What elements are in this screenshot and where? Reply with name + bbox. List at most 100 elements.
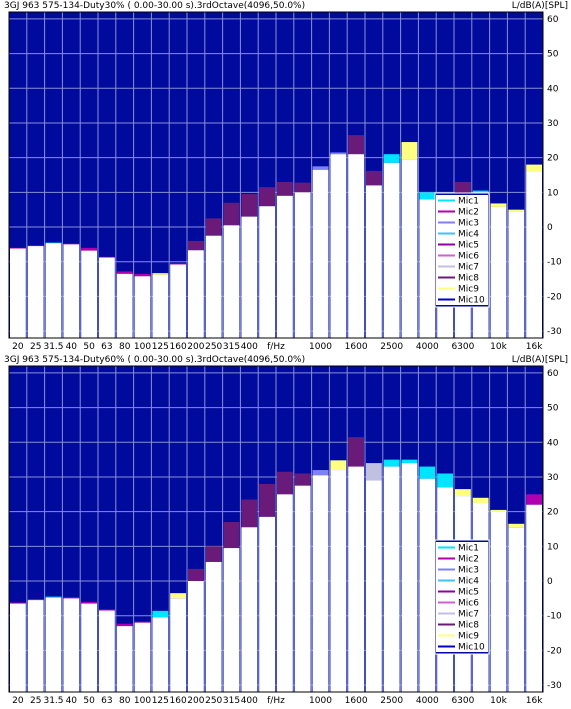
bar [330, 154, 347, 338]
bar [99, 257, 115, 338]
bar-mic-spread [205, 546, 222, 562]
x-tick-label: 315 [223, 696, 240, 706]
bar-mic-spread [348, 437, 364, 467]
bar [348, 466, 364, 692]
x-tick-label: 400 [241, 342, 258, 352]
bar [526, 171, 542, 338]
x-tick-label: 1600 [345, 696, 368, 706]
x-tick-label: 20 [12, 342, 24, 352]
bar-mic-spread [366, 463, 382, 481]
legend-row-bg [436, 272, 488, 283]
y-axis-label: L/dB(A)[SPL] [511, 1, 568, 11]
y-tick-label: 10 [547, 188, 559, 198]
bar-mic-spread [99, 256, 115, 258]
bar-mic-spread [27, 245, 44, 247]
bar [312, 169, 329, 338]
bar [10, 248, 26, 338]
x-tick-label: 16k [526, 342, 543, 352]
legend-row-bg [436, 228, 488, 239]
bar [27, 600, 44, 692]
x-tick-label: 125 [152, 342, 169, 352]
legend-row-bg [436, 553, 488, 564]
bar-mic-spread [116, 623, 133, 627]
x-tick-label: f/Hz [267, 342, 285, 352]
y-tick-label: 10 [547, 542, 559, 552]
x-tick-label: 6300 [451, 696, 474, 706]
legend-row-bg [436, 283, 488, 294]
bar [401, 159, 418, 338]
legend-row-bg [436, 206, 488, 217]
bar [383, 466, 400, 692]
bar [152, 617, 169, 692]
bar-mic-spread [10, 247, 26, 249]
bar [116, 273, 133, 338]
legend-label: Mic4 [458, 230, 479, 240]
chart-title: 3GJ 963 575-134-Duty30% ( 0.00-30.00 s).… [4, 1, 306, 11]
bar-mic-spread [383, 154, 400, 163]
legend-label: Mic8 [458, 274, 479, 284]
plot-frame [8, 11, 544, 339]
bar-mic-spread [277, 471, 293, 495]
bar-mic-spread [508, 523, 525, 528]
bar-mic-spread [170, 593, 186, 599]
x-tick-label: 100 [134, 696, 151, 706]
bar-mic-spread [223, 202, 240, 226]
legend-row-bg [436, 641, 488, 652]
legend-row-bg [436, 239, 488, 250]
bar-mic-spread [223, 522, 240, 549]
y-tick-label: -10 [547, 258, 562, 268]
legend-row-bg [436, 294, 488, 305]
y-tick-label: 50 [547, 50, 559, 60]
bar-mic-spread [241, 499, 258, 528]
bar [241, 216, 258, 338]
bar [10, 603, 26, 692]
x-tick-label: 160 [170, 696, 187, 706]
bar [419, 199, 436, 338]
bar [366, 480, 382, 692]
y-tick-label: 60 [547, 369, 559, 379]
x-tick-label: 315 [223, 342, 240, 352]
y-tick-label: -20 [547, 646, 562, 656]
bar [508, 527, 525, 692]
legend-row-bg [436, 542, 488, 553]
bar-mic-spread [472, 497, 489, 503]
x-tick-label: 6300 [451, 342, 474, 352]
bar-mic-spread [259, 483, 275, 517]
y-tick-label: 60 [547, 15, 559, 25]
bar-mic-spread [205, 218, 222, 236]
legend-row-bg [436, 261, 488, 272]
bar-mic-spread [241, 194, 258, 217]
y-tick-label: 30 [547, 119, 559, 129]
x-tick-label: 31.5 [43, 342, 63, 352]
legend-label: Mic1 [458, 197, 479, 207]
y-tick-label: 40 [547, 438, 559, 448]
x-tick-label: 4000 [416, 342, 439, 352]
chart-title: 3GJ 963 575-134-Duty60% ( 0.00-30.00 s).… [4, 355, 306, 365]
bar [63, 598, 80, 692]
bar-mic-spread [45, 242, 62, 244]
bar-mic-spread [508, 209, 525, 212]
y-tick-label: -30 [547, 681, 562, 691]
bar-mic-spread [170, 263, 186, 265]
bar [383, 162, 400, 338]
x-tick-label: 10k [490, 342, 507, 352]
bar [401, 463, 418, 692]
bar-mic-spread [10, 602, 26, 604]
x-tick-label: 16k [526, 696, 543, 706]
legend-row-bg [436, 586, 488, 597]
bar-mic-spread [188, 568, 204, 582]
legend-label: Mic3 [458, 219, 479, 229]
x-tick-label: 250 [205, 696, 222, 706]
y-tick-label: 20 [547, 508, 559, 518]
bar-mic-spread [330, 460, 347, 471]
bar-mic-spread [188, 240, 204, 251]
legend-label: Mic9 [458, 632, 479, 642]
y-tick-label: 40 [547, 84, 559, 94]
x-tick-label: 25 [30, 696, 41, 706]
legend-label: Mic7 [458, 610, 479, 620]
x-tick-label: 1600 [345, 342, 368, 352]
plot-frame [8, 365, 544, 693]
bar-mic-spread [419, 466, 436, 479]
bar [134, 276, 151, 338]
legend-row-bg [436, 630, 488, 641]
